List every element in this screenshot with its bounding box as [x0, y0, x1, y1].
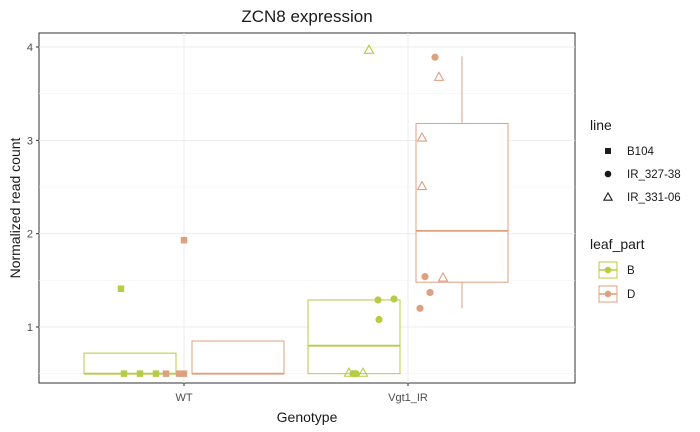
legend-key-point — [604, 266, 612, 274]
x-tick-label: Vgt1_IR — [388, 392, 428, 404]
data-point — [433, 71, 445, 81]
data-point — [357, 367, 369, 377]
legend-key-circle — [604, 170, 612, 178]
data-point — [117, 285, 125, 292]
legend-line-label: B104 — [627, 146, 654, 158]
legend-leaf-part: leaf_part BD — [590, 236, 645, 303]
data-point — [136, 370, 144, 377]
chart-title: ZCN8 expression — [241, 7, 372, 26]
data-point — [437, 271, 449, 282]
data-point — [374, 296, 382, 304]
point-layer — [117, 44, 449, 378]
data-point — [363, 44, 375, 54]
data-point — [120, 370, 128, 377]
data-point — [390, 295, 398, 303]
y-axis-title: Normalized read count — [7, 137, 23, 278]
data-point — [175, 370, 183, 377]
y-tick-label: 3 — [27, 135, 33, 147]
box-body — [83, 352, 177, 375]
box-D-WT — [191, 340, 285, 375]
legend-key-point — [604, 290, 612, 298]
legend-key-triangle — [602, 191, 614, 201]
box-B-WT — [83, 352, 177, 375]
data-point — [431, 53, 439, 61]
data-point — [180, 236, 188, 244]
y-tick-label: 2 — [27, 229, 33, 241]
box-body — [415, 123, 509, 283]
data-point — [416, 304, 424, 312]
y-tick-label: 1 — [27, 322, 33, 334]
data-point — [416, 180, 428, 191]
data-point — [162, 370, 170, 377]
x-axis-title: Genotype — [277, 409, 338, 425]
legend-line-label: IR_327-38 — [627, 169, 681, 181]
data-point — [426, 288, 434, 297]
legend-line-label: IR_331-06 — [627, 192, 681, 204]
data-point — [416, 131, 428, 142]
legend-leaf-part-label: D — [627, 289, 635, 301]
x-tick-label: WT — [175, 392, 192, 404]
box-body — [191, 340, 285, 375]
box-B-Vgt1_IR — [307, 299, 401, 375]
legend-leaf-part-title: leaf_part — [590, 236, 645, 252]
tick-layer: 1 2 3 4 WT Vgt1_IR — [27, 42, 428, 404]
data-point — [421, 273, 429, 281]
legend-line-title: line — [590, 117, 612, 133]
box-D-Vgt1_IR — [415, 56, 509, 309]
legend-leaf-part-label: B — [627, 265, 635, 277]
box-body — [307, 299, 401, 375]
data-point — [375, 315, 383, 324]
y-tick-label: 4 — [27, 42, 33, 54]
data-point — [352, 370, 360, 378]
legend-key-square — [605, 148, 611, 154]
data-point — [180, 370, 188, 377]
legend-line: line B104 IR_327-38 IR_331-06 — [590, 117, 681, 204]
box-layer — [83, 56, 509, 375]
data-point — [152, 370, 160, 377]
